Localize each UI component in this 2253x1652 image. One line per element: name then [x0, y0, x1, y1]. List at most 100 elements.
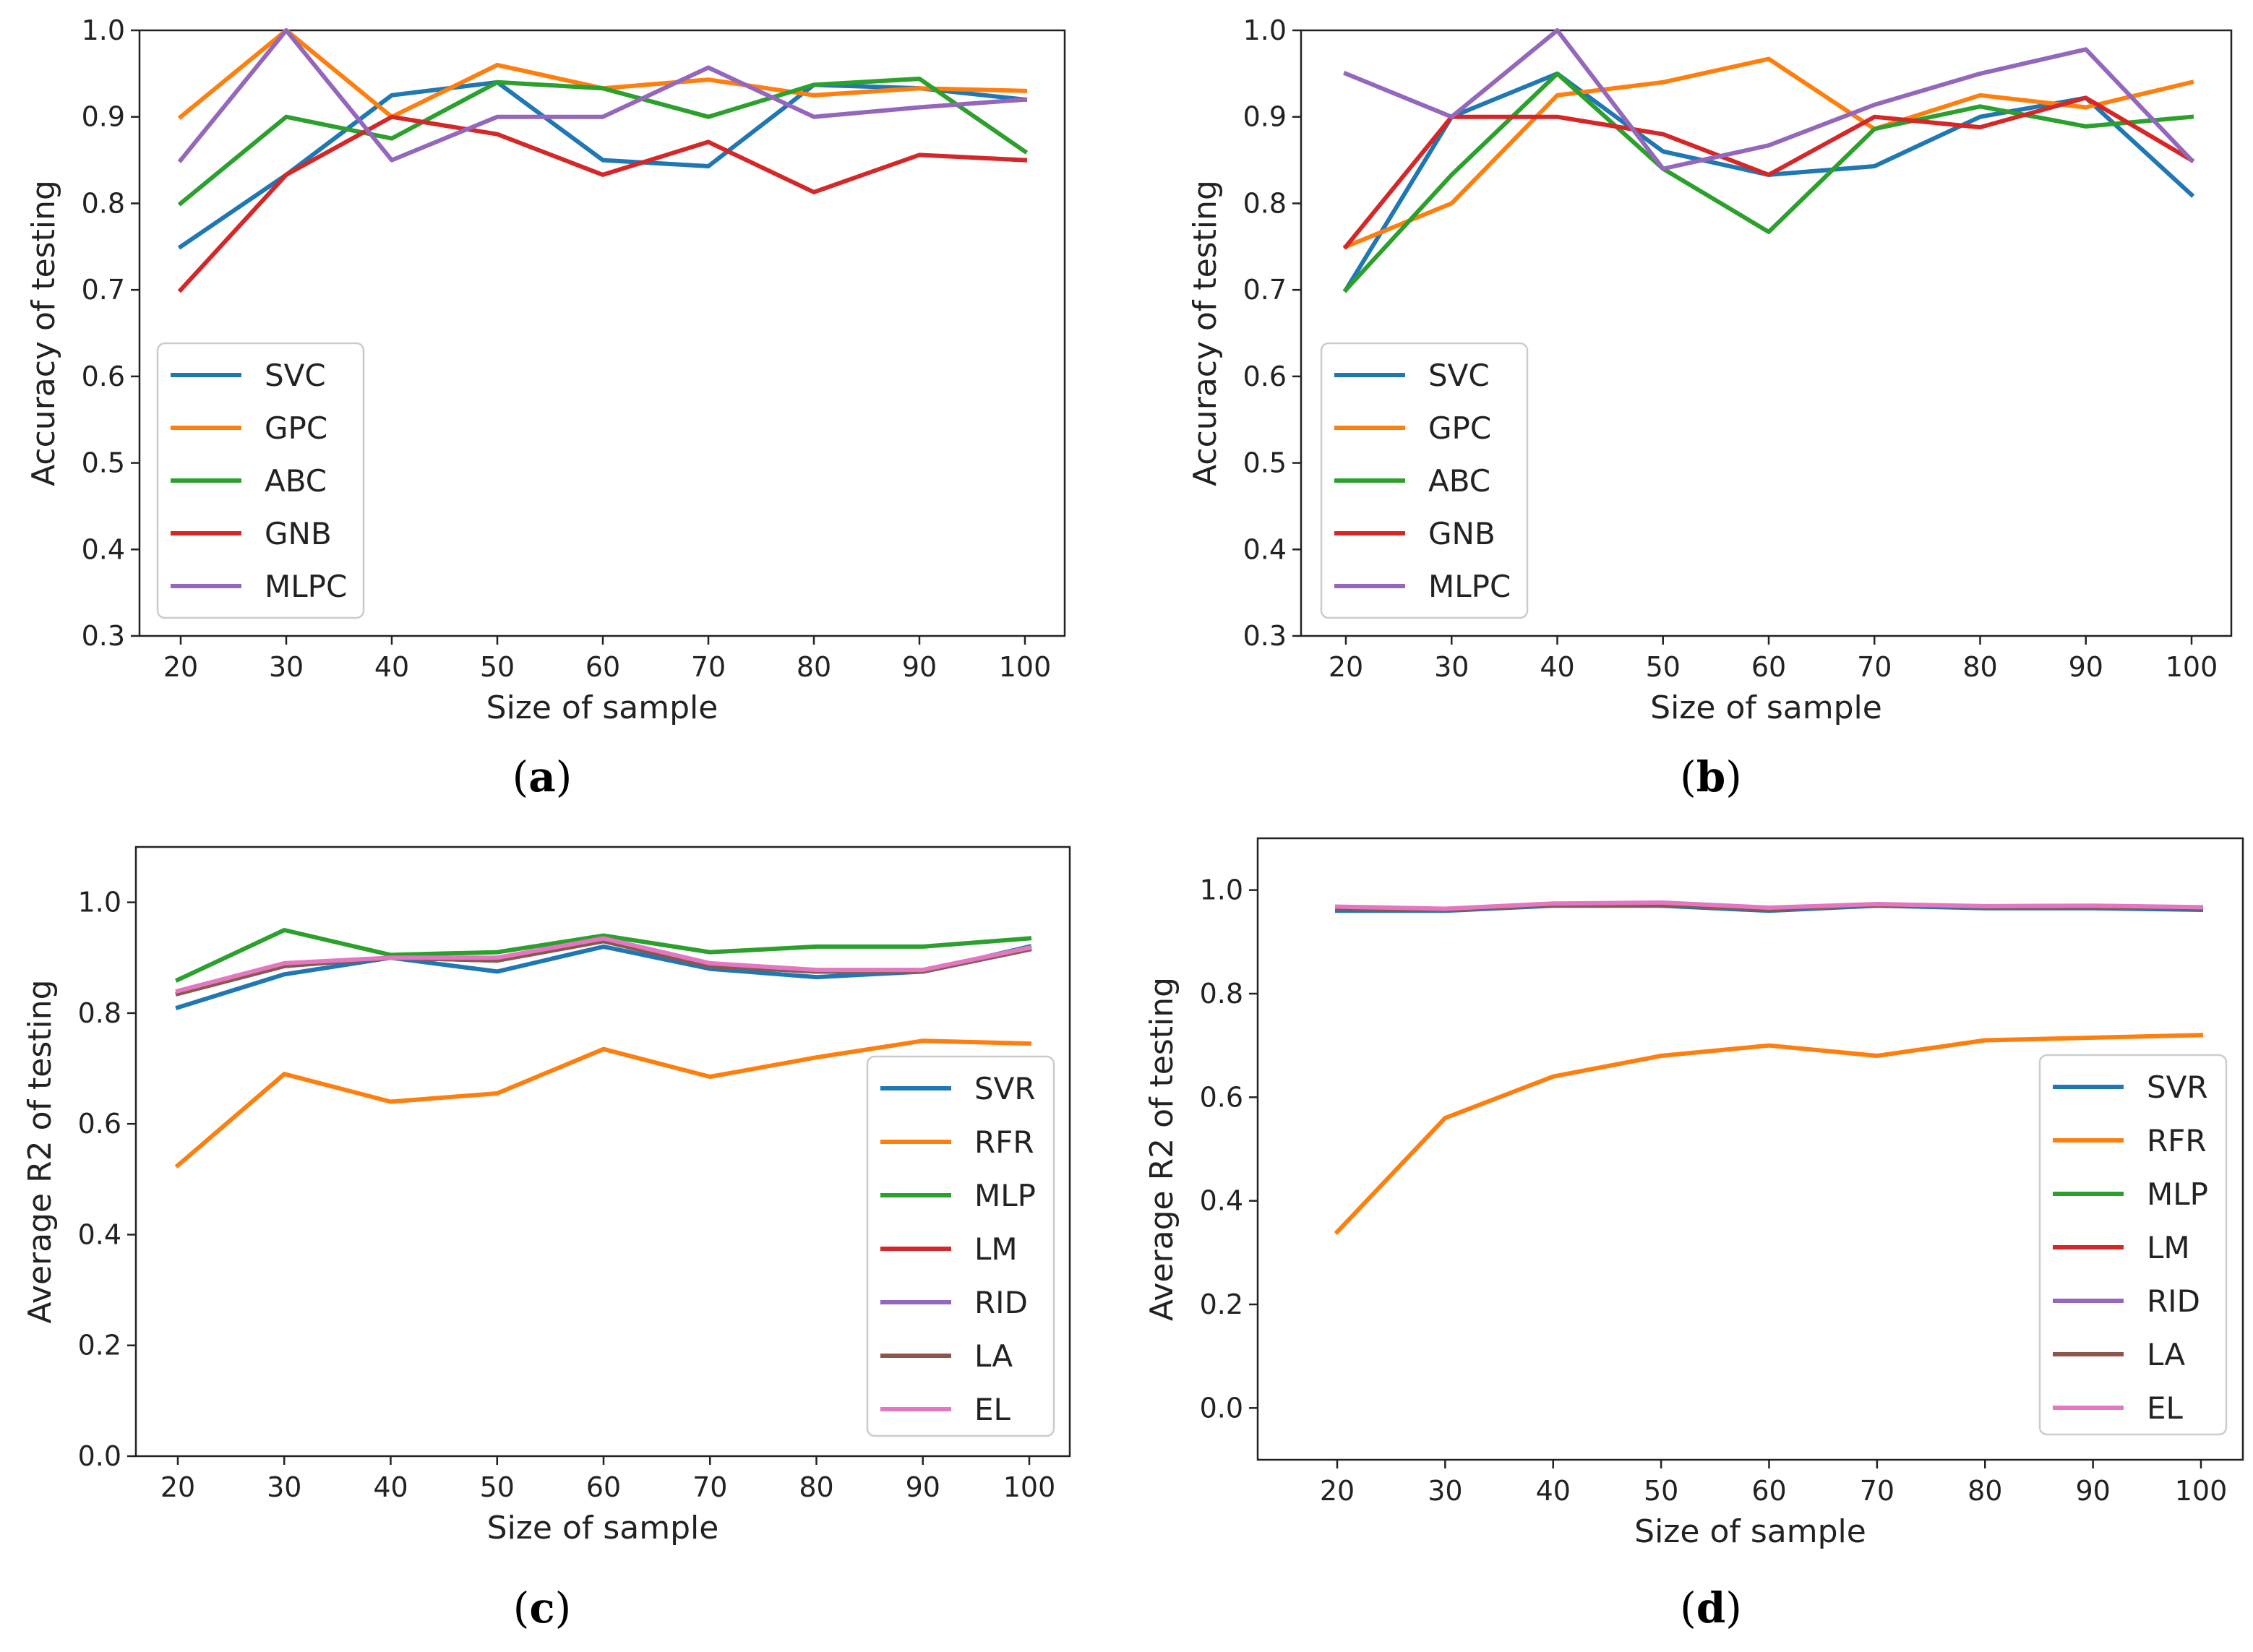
- y-axis-label: Average R2 of testing: [22, 979, 59, 1323]
- series-line-la: [175, 939, 1032, 997]
- caption-open-paren: (: [512, 752, 529, 801]
- x-tick-label: 60: [1751, 1475, 1786, 1507]
- x-tick-label: 70: [1860, 1475, 1894, 1507]
- x-tick-label: 80: [799, 1471, 833, 1503]
- y-tick-label: 0.5: [1243, 447, 1287, 479]
- legend-c: SVR RFR MLP LM RID LA EL: [866, 1055, 1055, 1437]
- x-tick-label: 30: [1434, 651, 1469, 683]
- legend-label-rid: RID: [2147, 1283, 2200, 1319]
- x-axis-label: Size of sample: [486, 689, 718, 726]
- x-axis-label: Size of sample: [487, 1510, 719, 1546]
- y-tick-label: 0.2: [1200, 1289, 1243, 1320]
- legend-d: SVR RFR MLP LM RID LA EL: [2038, 1054, 2228, 1436]
- y-tick-label: 1.0: [78, 887, 121, 919]
- caption-letter: b: [1696, 752, 1726, 801]
- x-tick-label: 80: [797, 651, 831, 683]
- series-line-mlpc: [1343, 28, 2195, 171]
- x-tick-label: 90: [902, 651, 937, 683]
- series-line-rfr: [174, 1038, 1032, 1169]
- x-tick-label: 50: [1646, 651, 1681, 683]
- y-tick-label: 0.3: [1243, 620, 1287, 652]
- caption-open-paren: (: [1680, 752, 1696, 801]
- y-tick-label: 0.8: [1243, 187, 1287, 219]
- x-axis-label: Size of sample: [1650, 689, 1882, 726]
- series-line-mlp: [175, 928, 1032, 983]
- y-tick-label: 0.4: [78, 1218, 121, 1250]
- x-axis-label: Size of sample: [1634, 1513, 1866, 1550]
- legend-a: SVC GPC ABC GNB MLPC: [156, 342, 365, 619]
- caption-a: (a): [512, 752, 572, 801]
- y-tick-label: 0.2: [78, 1330, 121, 1361]
- x-tick-label: 50: [1644, 1475, 1678, 1507]
- y-axis-label: Accuracy of testing: [25, 180, 62, 486]
- series-line-svc: [177, 79, 1028, 250]
- legend-label-mlpc: MLPC: [265, 569, 347, 604]
- series-line-rfr: [1334, 1033, 2204, 1235]
- y-tick-label: 0.8: [78, 997, 121, 1029]
- caption-b: (b): [1680, 752, 1742, 801]
- x-tick-label: 100: [1003, 1471, 1056, 1503]
- legend-label-el: EL: [2147, 1390, 2184, 1426]
- y-tick-label: 1.0: [82, 14, 125, 46]
- x-tick-label: 50: [480, 1471, 515, 1503]
- x-tick-label: 30: [269, 651, 304, 683]
- chart-b: 20 30 40 50 60 70 80 90 100 0.3 0.4 0.5 0.6 0.7 0.8 0.9…: [1187, 14, 2233, 801]
- x-tick-label: 20: [163, 651, 198, 683]
- legend-label-gnb: GNB: [1428, 516, 1495, 551]
- y-tick-label: 0.8: [1200, 978, 1243, 1010]
- y-axis-label: Average R2 of testing: [1143, 977, 1180, 1321]
- caption-letter: d: [1696, 1583, 1726, 1632]
- y-tick-label: 0.8: [82, 187, 125, 219]
- legend-label-gnb: GNB: [265, 516, 332, 551]
- legend-box: [1320, 342, 1529, 619]
- legend-label-gpc: GPC: [265, 410, 327, 446]
- caption-c: (c): [513, 1583, 572, 1632]
- y-tick-label: 0.6: [78, 1108, 121, 1140]
- legend-label-mlpc: MLPC: [1428, 569, 1511, 604]
- caption-letter: c: [529, 1583, 554, 1632]
- caption-close-paren: ): [1725, 752, 1742, 801]
- legend-label-la: LA: [2147, 1337, 2185, 1372]
- x-tick-label: 30: [1428, 1475, 1462, 1507]
- x-tick-label: 30: [267, 1471, 301, 1503]
- y-tick-label: 0.6: [82, 361, 125, 392]
- series-line-lm: [175, 939, 1032, 997]
- legend-label-el: EL: [974, 1392, 1011, 1427]
- x-tick-label: 100: [2166, 651, 2218, 683]
- legend-label-abc: ABC: [1428, 463, 1490, 499]
- y-tick-label: 0.9: [82, 101, 125, 133]
- x-tick-label: 70: [1857, 651, 1892, 683]
- y-tick-label: 1.0: [1243, 14, 1287, 46]
- chart-a: 20 30 40 50 60 70 80 90 100 0.3 0.4 0.5 0.6 0.7 0.8 0.9…: [25, 14, 1066, 801]
- y-tick-label: 0.4: [1200, 1185, 1243, 1217]
- x-tick-label: 20: [1329, 651, 1363, 683]
- y-tick-label: 0.0: [1200, 1392, 1243, 1424]
- y-tick-label: 0.5: [82, 447, 125, 479]
- series-line-gnb: [1342, 95, 2195, 250]
- y-tick-label: 0.7: [1243, 274, 1287, 306]
- series-line-rid: [175, 939, 1032, 997]
- series-line-abc: [177, 77, 1029, 207]
- y-tick-label: 0.6: [1200, 1081, 1243, 1113]
- y-tick-label: 0.6: [1243, 361, 1287, 392]
- chart-d: 20 30 40 50 60 70 80 90 100 0.0 0.2 0.4 0.6 0.8 1.0 Siz…: [1143, 837, 2244, 1632]
- caption-close-paren: ): [556, 752, 572, 801]
- legend-label-rid: RID: [974, 1285, 1028, 1320]
- legend-box: [866, 1055, 1055, 1437]
- x-tick-label: 60: [1751, 651, 1786, 683]
- y-tick-label: 0.7: [82, 274, 125, 306]
- x-tick-label: 20: [1320, 1475, 1355, 1507]
- series-line-el: [1334, 900, 2204, 911]
- series-line-abc: [1342, 71, 2194, 293]
- chart-c: 20 30 40 50 60 70 80 90 100 0.0 0.2 0.4 0.6 0.8 1.0 Siz…: [22, 846, 1071, 1632]
- plot-frame-d: [1256, 837, 2244, 1461]
- legend-box: [2038, 1054, 2228, 1436]
- legend-label-gpc: GPC: [1428, 410, 1491, 446]
- y-axis-label: Accuracy of testing: [1187, 180, 1224, 486]
- legend-label-svc: SVC: [265, 358, 326, 393]
- caption-close-paren: ): [555, 1583, 572, 1632]
- x-tick-label: 40: [373, 1471, 408, 1503]
- legend-label-lm: LM: [974, 1231, 1018, 1267]
- series-line-el: [175, 936, 1032, 994]
